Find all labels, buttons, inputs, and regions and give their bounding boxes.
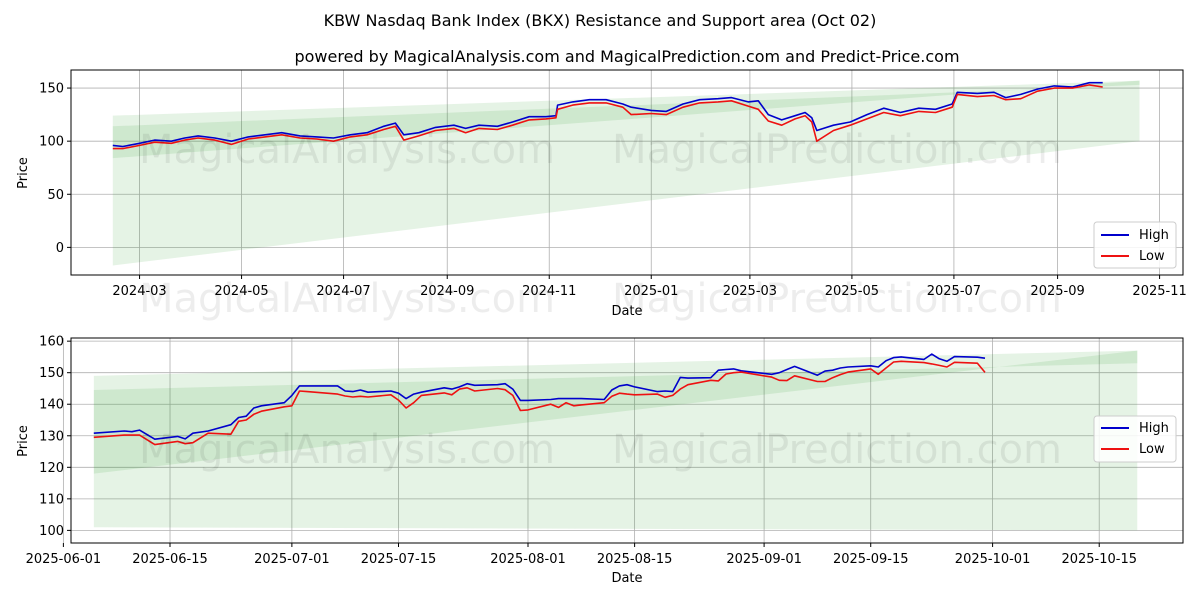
x-tick-label: 2025-09-15 [833,552,909,567]
y-tick-label: 100 [39,524,64,539]
watermark-text: MagicalPrediction.com [612,276,1062,322]
bottom-x-axis-label: Date [611,571,642,586]
x-tick-label: 2025-08-15 [597,552,673,567]
y-tick-label: 150 [39,366,64,381]
top-chart-panel: 2024-03 2024-05 2024-07 2024-09 2024-11 2025-… [39,69,1187,299]
x-tick-label: 2025-10-15 [1061,552,1137,567]
bottom-chart-panel: 2025-06-01 2025-06-15 2025-07-01 2025-07-15… [26,335,1184,567]
top-x-axis-label: Date [611,304,642,319]
high-series-line [112,81,1103,148]
x-tick-label: 2025-06-01 [26,552,102,567]
chart-subtitle: powered by MagicalAnalysis.com and Magic… [294,47,959,66]
x-tick-label: 2025-06-15 [132,552,208,567]
y-tick-label: 160 [39,335,64,350]
support-resistance-band [112,80,1140,266]
x-tick-label: 2025-11 [1132,284,1186,299]
plot-frame [70,337,1184,544]
x-tick-label: 2025-03 [723,284,777,299]
y-tick-label: 150 [39,82,64,97]
x-tick-label: 2025-09 [1030,284,1084,299]
x-tick-label: 2025-01 [624,284,678,299]
legend-high-label: High [1139,421,1169,436]
y-tick-label: 130 [39,429,64,444]
bottom-legend: High Low [1093,415,1177,463]
watermark-text: MagicalAnalysis.com [139,276,555,322]
x-tick-label: 2024-05 [214,284,268,299]
y-tick-label: 50 [47,188,64,203]
top-legend: High Low [1093,221,1177,269]
y-tick-label: 140 [39,398,64,413]
x-tick-label: 2025-05 [825,284,879,299]
x-tick-label: 2024-07 [316,284,370,299]
x-tick-label: 2024-09 [420,284,474,299]
legend-low-label: Low [1139,442,1165,457]
support-resistance-band [93,350,1138,531]
support-resistance-band [112,80,1140,159]
x-tick-label: 2024-03 [112,284,166,299]
low-series-line [112,84,1103,150]
watermark-text: MagicalPrediction.com [612,427,1062,473]
x-tick-label: 2025-08-01 [490,552,566,567]
legend-high-label: High [1139,228,1169,243]
legend-low-label: Low [1139,249,1165,264]
chart-title: KBW Nasdaq Bank Index (BKX) Resistance a… [324,11,877,30]
support-resistance-band [93,350,1138,474]
y-tick-label: 110 [39,492,64,507]
bottom-y-axis-label: Price [16,425,31,457]
x-tick-label: 2024-11 [522,284,576,299]
watermark: MagicalAnalysis.com MagicalPrediction.co… [139,127,1062,473]
y-tick-label: 120 [39,461,64,476]
x-tick-label: 2025-09-01 [726,552,802,567]
x-tick-label: 2025-10-01 [955,552,1031,567]
watermark-text: MagicalPrediction.com [612,127,1062,173]
high-series-line [93,353,986,440]
x-tick-label: 2025-07-01 [254,552,330,567]
watermark-text: MagicalAnalysis.com [139,127,555,173]
top-y-axis-label: Price [16,157,31,189]
y-tick-label: 0 [56,241,64,256]
x-tick-label: 2025-07-15 [361,552,437,567]
watermark-text: MagicalAnalysis.com [139,427,555,473]
low-series-line [93,360,986,446]
plot-frame [70,69,1184,276]
y-tick-label: 100 [39,135,64,150]
x-tick-label: 2025-07 [927,284,981,299]
